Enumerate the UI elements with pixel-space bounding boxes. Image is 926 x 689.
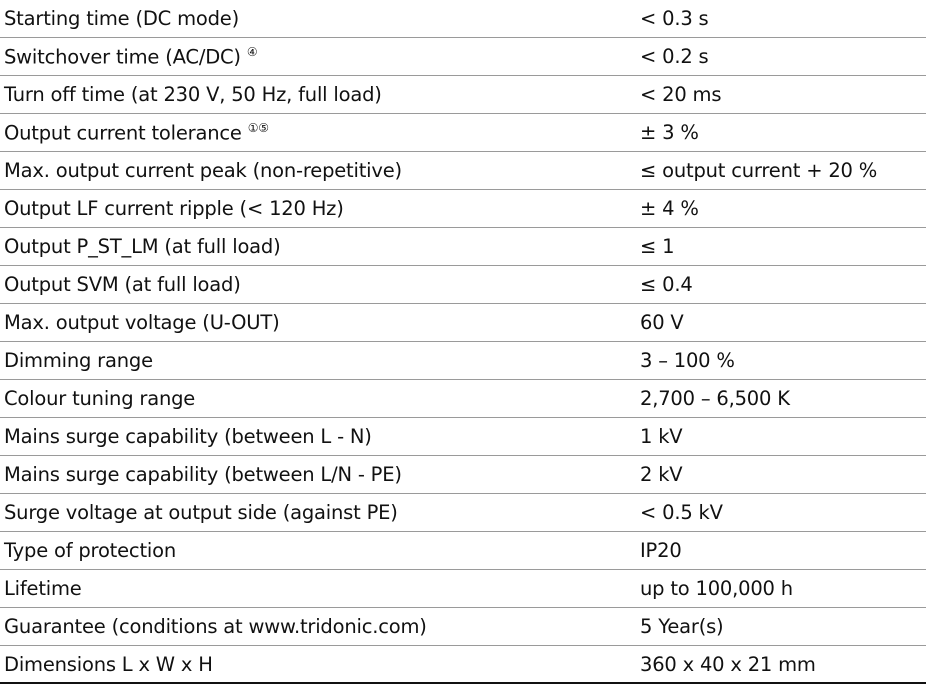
row-label: Switchover time (AC/DC) bbox=[4, 45, 241, 69]
row-label: Output LF current ripple (< 120 Hz) bbox=[4, 197, 344, 220]
row-value: 360 x 40 x 21 mm bbox=[640, 653, 816, 676]
row-label: Guarantee (conditions at www.tridonic.co… bbox=[4, 615, 427, 638]
row-label-cell: Starting time (DC mode) bbox=[4, 7, 239, 30]
row-value: up to 100,000 h bbox=[640, 577, 793, 600]
row-label-cell: Type of protection bbox=[4, 539, 176, 562]
row-label-cell: Surge voltage at output side (against PE… bbox=[4, 501, 398, 524]
row-label-cell: Dimming range bbox=[4, 349, 153, 372]
table-row: Turn off time (at 230 V, 50 Hz, full loa… bbox=[0, 76, 926, 114]
row-value: ± 3 % bbox=[640, 121, 699, 144]
row-label: Dimensions L x W x H bbox=[4, 653, 213, 676]
row-label: Dimming range bbox=[4, 349, 153, 372]
row-label-cell: Output current tolerance ①⑤ bbox=[4, 121, 269, 145]
row-label: Mains surge capability (between L - N) bbox=[4, 425, 372, 448]
table-row: Mains surge capability (between L - N) 1 … bbox=[0, 418, 926, 456]
row-label-cell: Dimensions L x W x H bbox=[4, 653, 213, 676]
row-label-cell: Lifetime bbox=[4, 577, 82, 600]
row-value: 5 Year(s) bbox=[640, 615, 724, 638]
row-label: Max. output voltage (U-OUT) bbox=[4, 311, 280, 334]
row-value: 2 kV bbox=[640, 463, 683, 486]
table-row: Max. output voltage (U-OUT) 60 V bbox=[0, 304, 926, 342]
table-row: Dimming range 3 – 100 % bbox=[0, 342, 926, 380]
row-value: ≤ 0.4 bbox=[640, 273, 693, 296]
row-value: IP20 bbox=[640, 539, 682, 562]
row-label: Mains surge capability (between L/N - PE… bbox=[4, 463, 402, 486]
row-value: ≤ 1 bbox=[640, 235, 675, 258]
table-row: Max. output current peak (non-repetitive… bbox=[0, 152, 926, 190]
row-value: 2,700 – 6,500 K bbox=[640, 387, 790, 410]
table-row: Output SVM (at full load) ≤ 0.4 bbox=[0, 266, 926, 304]
row-value: 60 V bbox=[640, 311, 684, 334]
row-value: < 0.5 kV bbox=[640, 501, 723, 524]
table-row: Output current tolerance ①⑤ ± 3 % bbox=[0, 114, 926, 152]
row-label: Starting time (DC mode) bbox=[4, 7, 239, 30]
row-label: Colour tuning range bbox=[4, 387, 196, 410]
table-row: Type of protection IP20 bbox=[0, 532, 926, 570]
row-label-cell: Switchover time (AC/DC) ④ bbox=[4, 45, 258, 69]
table-row: Output P_ST_LM (at full load) ≤ 1 bbox=[0, 228, 926, 266]
table-row: Lifetime up to 100,000 h bbox=[0, 570, 926, 608]
row-label: Lifetime bbox=[4, 577, 82, 600]
row-label-cell: Turn off time (at 230 V, 50 Hz, full loa… bbox=[4, 83, 382, 106]
row-label: Turn off time (at 230 V, 50 Hz, full loa… bbox=[4, 83, 382, 106]
row-label: Output SVM (at full load) bbox=[4, 273, 241, 296]
row-label-cell: Output P_ST_LM (at full load) bbox=[4, 235, 281, 258]
row-label-cell: Mains surge capability (between L/N - PE… bbox=[4, 463, 402, 486]
row-label: Output P_ST_LM (at full load) bbox=[4, 235, 281, 258]
row-value: ≤ output current + 20 % bbox=[640, 159, 878, 182]
row-value: 1 kV bbox=[640, 425, 683, 448]
row-label-cell: Output LF current ripple (< 120 Hz) bbox=[4, 197, 344, 220]
row-label-cell: Max. output voltage (U-OUT) bbox=[4, 311, 280, 334]
table-row: Guarantee (conditions at www.tridonic.co… bbox=[0, 608, 926, 646]
row-label-cell: Mains surge capability (between L - N) bbox=[4, 425, 372, 448]
table-row: Surge voltage at output side (against PE… bbox=[0, 494, 926, 532]
row-label: Max. output current peak (non-repetitive… bbox=[4, 159, 402, 182]
row-label-cell: Max. output current peak (non-repetitive… bbox=[4, 159, 402, 182]
row-label: Type of protection bbox=[4, 539, 176, 562]
footnote-ref: ①⑤ bbox=[247, 121, 269, 135]
row-value: < 20 ms bbox=[640, 83, 722, 106]
footnote-ref: ④ bbox=[246, 45, 258, 59]
table-row: Output LF current ripple (< 120 Hz) ± 4 % bbox=[0, 190, 926, 228]
row-label: Output current tolerance bbox=[4, 121, 242, 145]
table-row: Switchover time (AC/DC) ④ < 0.2 s bbox=[0, 38, 926, 76]
table-row: Dimensions L x W x H 360 x 40 x 21 mm bbox=[0, 646, 926, 684]
table-row: Mains surge capability (between L/N - PE… bbox=[0, 456, 926, 494]
row-value: 3 – 100 % bbox=[640, 349, 735, 372]
row-value: ± 4 % bbox=[640, 197, 699, 220]
row-label-cell: Guarantee (conditions at www.tridonic.co… bbox=[4, 615, 427, 638]
table-row: Starting time (DC mode) < 0.3 s bbox=[0, 0, 926, 38]
row-label-cell: Colour tuning range bbox=[4, 387, 195, 410]
table-row: Colour tuning range 2,700 – 6,500 K bbox=[0, 380, 926, 418]
row-label: Surge voltage at output side (against PE… bbox=[4, 501, 398, 524]
row-value: < 0.3 s bbox=[640, 7, 709, 30]
row-value: < 0.2 s bbox=[640, 45, 709, 68]
row-label-cell: Output SVM (at full load) bbox=[4, 273, 241, 296]
